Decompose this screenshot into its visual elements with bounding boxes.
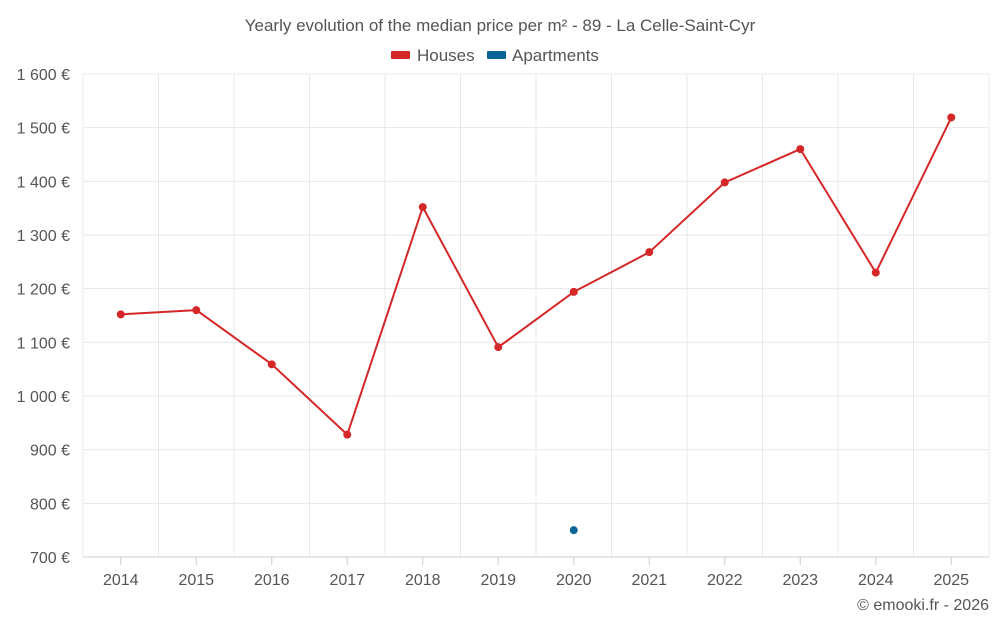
data-point-houses-2025 xyxy=(947,113,956,122)
x-tick-label: 2018 xyxy=(405,572,441,589)
data-point-houses-2018 xyxy=(418,203,427,212)
y-tick-label: 800 € xyxy=(30,496,70,513)
legend-label-apartments: Apartments xyxy=(512,46,599,65)
y-axis: 700 € 800 € 900 € 1 000 € 1 100 € 1 200 € 1 30… xyxy=(17,67,70,567)
x-tick-label: 2015 xyxy=(178,572,214,589)
x-tick-label: 2020 xyxy=(556,572,592,589)
data-point-houses-2024 xyxy=(871,268,880,277)
data-point-apartments-2020 xyxy=(569,526,578,535)
y-tick-label: 900 € xyxy=(30,443,70,460)
series-layer xyxy=(116,113,956,535)
chart-title: Yearly evolution of the median price per… xyxy=(245,16,756,35)
y-tick-label: 1 600 € xyxy=(17,67,70,84)
credit-text[interactable]: © emooki.fr - 2026 xyxy=(857,597,989,614)
legend-item-apartments[interactable]: Apartments xyxy=(487,46,599,65)
y-tick-label: 700 € xyxy=(30,550,70,567)
data-point-houses-2017 xyxy=(343,430,352,439)
data-point-houses-2020 xyxy=(569,287,578,296)
y-tick-label: 1 300 € xyxy=(17,228,70,245)
x-tick-label: 2024 xyxy=(858,572,894,589)
data-point-houses-2016 xyxy=(267,360,276,369)
data-point-houses-2023 xyxy=(796,145,805,154)
legend-label-houses: Houses xyxy=(417,46,475,65)
y-tick-label: 1 500 € xyxy=(17,121,70,138)
data-point-houses-2021 xyxy=(645,248,654,257)
legend-swatch-apartments xyxy=(487,51,506,59)
series-line-houses xyxy=(120,117,953,436)
data-point-houses-2014 xyxy=(116,310,125,319)
data-point-houses-2022 xyxy=(720,178,729,187)
x-tick-label: 2014 xyxy=(103,572,139,589)
x-tick-label: 2022 xyxy=(707,572,743,589)
x-tick-label: 2023 xyxy=(782,572,818,589)
x-tick-label: 2017 xyxy=(329,572,365,589)
data-point-houses-2019 xyxy=(494,343,503,352)
gridlines xyxy=(82,73,990,558)
x-tick-label: 2025 xyxy=(933,572,969,589)
x-axis: 2014 2015 2016 2017 2018 2019 2020 2021 2022 2023… xyxy=(103,557,969,589)
y-tick-label: 1 000 € xyxy=(17,389,70,406)
y-tick-label: 1 400 € xyxy=(17,174,70,191)
y-tick-label: 1 200 € xyxy=(17,282,70,299)
x-tick-label: 2016 xyxy=(254,572,290,589)
y-tick-label: 1 100 € xyxy=(17,335,70,352)
x-tick-label: 2019 xyxy=(480,572,516,589)
legend-item-houses[interactable]: Houses xyxy=(391,46,475,65)
x-tick-label: 2021 xyxy=(631,572,667,589)
data-point-houses-2015 xyxy=(192,306,201,315)
legend-swatch-houses xyxy=(391,51,410,59)
legend[interactable]: Houses Apartments xyxy=(391,46,599,65)
